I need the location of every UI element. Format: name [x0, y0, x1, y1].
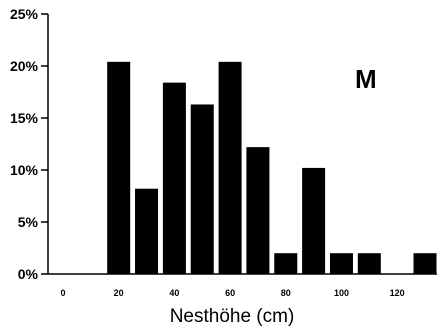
x-axis-label: Nesthöhe (cm) — [170, 306, 295, 327]
histogram-bar — [190, 104, 214, 274]
x-axis-ticks: 0 20 40 60 80 100 120 — [60, 288, 404, 298]
histogram-bar — [135, 188, 159, 274]
histogram-bar — [218, 61, 242, 275]
x-tick-label: 40 — [169, 288, 179, 298]
histogram-bar — [162, 82, 186, 274]
histogram-bar — [107, 61, 131, 275]
x-tick-label: 20 — [114, 288, 124, 298]
histogram-bar — [413, 253, 437, 274]
histogram-bar — [357, 253, 381, 274]
y-tick-label: 5% — [18, 214, 39, 230]
histogram-bar — [274, 253, 298, 274]
y-tick-label: 10% — [10, 162, 39, 178]
x-tick-label: 80 — [281, 288, 291, 298]
histogram-bar — [246, 147, 270, 274]
histogram-bar — [302, 167, 326, 274]
y-tick-label: 20% — [10, 58, 39, 74]
y-tick-label: 15% — [10, 110, 39, 126]
x-tick-label: 100 — [334, 288, 349, 298]
x-tick-label: 120 — [390, 288, 405, 298]
histogram-bar — [329, 253, 353, 274]
x-tick-label: 0 — [60, 288, 65, 298]
panel-annotation: M — [355, 64, 377, 94]
y-tick-label: 25% — [10, 6, 39, 22]
bar-series — [107, 61, 437, 275]
y-tick-label: 0% — [18, 266, 39, 282]
y-axis-ticks: 0% 5% 10% 15% 20% 25% — [10, 6, 48, 282]
x-tick-label: 60 — [225, 288, 235, 298]
